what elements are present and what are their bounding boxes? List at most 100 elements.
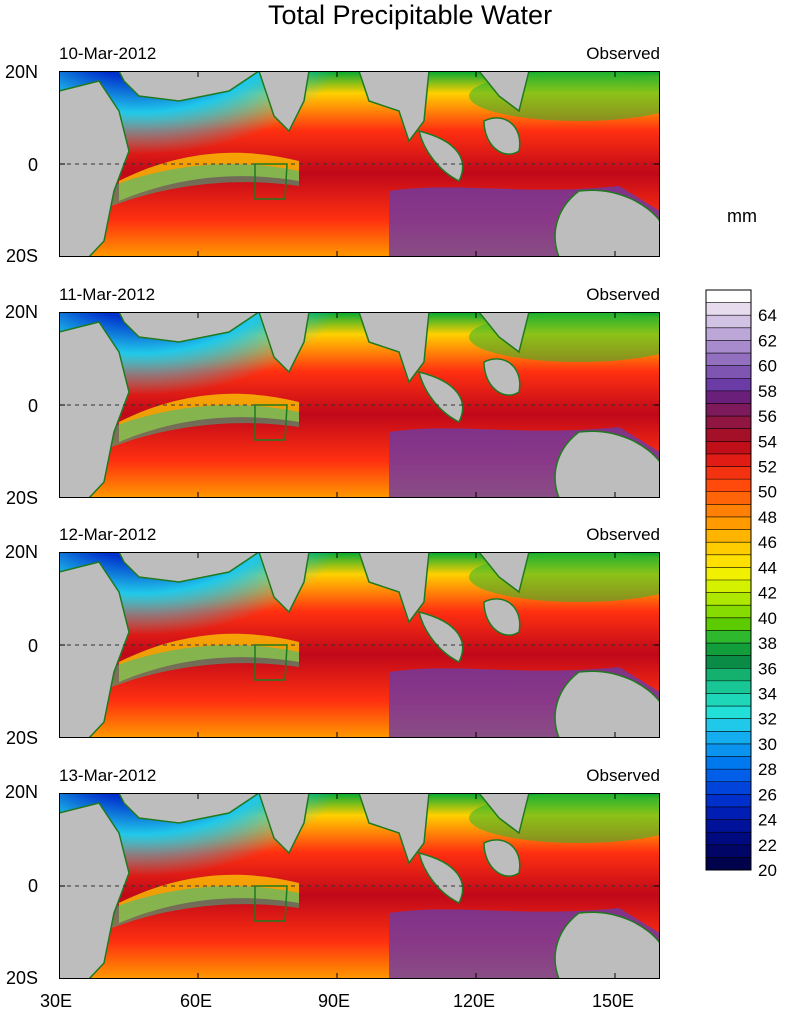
borneo-landmass	[483, 839, 521, 877]
panel-2-lat-20n: 20N	[4, 302, 38, 322]
colorbar-swatch	[706, 504, 751, 518]
colorbar-label: 60	[758, 357, 777, 376]
panel-3-lat-20n: 20N	[4, 542, 38, 562]
panel-2-map	[59, 312, 660, 498]
colorbar-label: 32	[758, 710, 777, 729]
colorbar-swatch	[706, 617, 751, 631]
sumatra-landmass	[417, 851, 464, 905]
indochina-landmass	[358, 71, 430, 143]
colorbar-label: 52	[758, 458, 777, 477]
colorbar-swatch	[706, 605, 751, 619]
colorbar-swatch	[706, 756, 751, 770]
transition-band	[99, 163, 299, 211]
panel-1-date: 10-Mar-2012	[59, 44, 157, 63]
colorbar-label: 56	[758, 407, 777, 426]
analysis-box	[254, 885, 288, 922]
colorbar-swatch	[706, 441, 751, 455]
panel-3-lat-20s: 20S	[5, 728, 38, 748]
panel-4-lat-20n: 20N	[4, 782, 38, 802]
colorbar-swatch	[706, 630, 751, 644]
analysis-box	[254, 163, 288, 200]
colorbar-swatch	[706, 453, 751, 467]
colorbar-swatch	[706, 567, 751, 581]
colorbar-label: 42	[758, 584, 777, 603]
colorbar-label: 64	[758, 306, 777, 325]
colorbar: 64 62 60 58 56 54 52 50 48 46 44 42 40 38 36 34 32 30 28 26…	[705, 289, 777, 876]
colorbar-swatch	[706, 403, 751, 417]
colorbar-swatch	[706, 516, 751, 530]
panel-2-date: 11-Mar-2012	[59, 285, 156, 304]
borneo-landmass	[483, 598, 521, 636]
philippines-landmass	[478, 793, 530, 835]
colorbar-label: 36	[758, 659, 777, 678]
colorbar-swatch	[706, 580, 751, 594]
colorbar-units: mm	[727, 206, 757, 226]
colorbar-label: 38	[758, 634, 777, 653]
philippines-landmass	[478, 71, 530, 113]
colorbar-swatch	[706, 806, 751, 820]
colorbar-label: 24	[758, 811, 777, 830]
colorbar-swatch	[706, 819, 751, 833]
philippines-landmass	[478, 312, 530, 354]
colorbar-label: 62	[758, 331, 777, 350]
sumatra-landmass	[417, 610, 464, 664]
colorbar-label: 40	[758, 609, 777, 628]
colorbar-swatch	[706, 428, 751, 442]
colorbar-label: 34	[758, 685, 777, 704]
colorbar-swatch	[706, 680, 751, 694]
tpw-map-3	[59, 552, 660, 738]
india-landmass	[258, 312, 310, 374]
new-guinea-australia-landmass	[554, 670, 660, 738]
transition-band	[99, 644, 299, 692]
panel-1-map	[59, 71, 660, 257]
tpw-map-4	[59, 793, 660, 979]
colorbar-swatch	[706, 353, 751, 367]
colorbar-swatch	[706, 718, 751, 732]
colorbar-label: 20	[758, 861, 777, 876]
colorbar-label: 22	[758, 836, 777, 855]
africa-landmass	[59, 561, 130, 738]
colorbar-swatch	[706, 693, 751, 707]
colorbar-label: 50	[758, 483, 777, 502]
colorbar-swatch	[706, 315, 751, 329]
colorbar-swatch	[706, 416, 751, 430]
colorbar-swatch	[706, 769, 751, 783]
colorbar-swatch	[706, 340, 751, 354]
map-frame	[59, 552, 660, 738]
new-guinea-australia-landmass	[554, 189, 660, 257]
panel-3-lat-0: 0	[27, 636, 38, 656]
panel-1-status: Observed	[586, 44, 660, 63]
new-guinea-australia-landmass	[554, 911, 660, 979]
colorbar-label: 44	[758, 558, 777, 577]
panel-3-date: 12-Mar-2012	[59, 525, 157, 544]
map-frame	[59, 793, 660, 979]
india-landmass	[258, 552, 310, 614]
lon-label-120e: 120E	[452, 991, 496, 1011]
colorbar-label: 48	[758, 508, 777, 527]
sumatra-landmass	[417, 129, 464, 183]
panel-4-status: Observed	[586, 766, 660, 785]
colorbar-swatch	[706, 365, 751, 379]
africa-landmass	[59, 321, 130, 498]
lon-label-90e: 90E	[317, 991, 351, 1011]
colorbar-swatch	[706, 390, 751, 404]
colorbar-swatch	[706, 542, 751, 556]
map-frame	[59, 71, 660, 257]
tpw-map-2	[59, 312, 660, 498]
indochina-landmass	[358, 552, 430, 624]
lon-label-60e: 60E	[179, 991, 213, 1011]
tpw-map-1	[59, 71, 660, 257]
panel-4-date: 13-Mar-2012	[59, 766, 157, 785]
colorbar-swatch	[706, 731, 751, 745]
colorbar-swatch	[706, 743, 751, 757]
panel-2-lat-0: 0	[27, 396, 38, 416]
colorbar-swatch	[706, 302, 751, 316]
colorbar-swatch	[706, 844, 751, 858]
transition-band	[99, 404, 299, 452]
arabia-landmass	[118, 552, 261, 583]
colorbar-swatch	[706, 655, 751, 669]
analysis-box	[254, 644, 288, 681]
lon-label-150e: 150E	[591, 991, 635, 1011]
figure-title: Total Precipitable Water	[267, 0, 553, 30]
india-landmass	[258, 793, 310, 855]
